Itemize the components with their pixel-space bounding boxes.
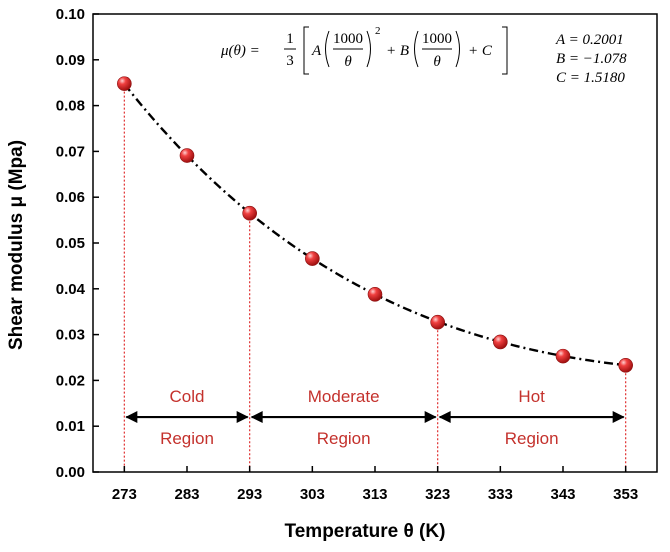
region-label-top: Cold (170, 387, 205, 406)
y-tick-label: 0.04 (56, 281, 86, 298)
data-point (367, 286, 383, 302)
x-tick-label: 333 (488, 486, 513, 503)
x-axis-title: Temperature θ (K) (285, 521, 446, 542)
fit-coefficients: A = 0.2001 B = −1.078 C = 1.5180 (555, 32, 627, 86)
region-label-bottom: Region (505, 429, 559, 448)
y-tick-label: 0.02 (56, 372, 85, 389)
x-tick-label: 283 (174, 486, 199, 503)
coefficient-c: C = 1.5180 (556, 70, 625, 86)
data-point (242, 205, 257, 221)
x-tick-label: 273 (112, 486, 137, 503)
region-arrow-head-left (125, 411, 138, 424)
data-point (305, 251, 320, 266)
y-tick-label: 0.07 (56, 143, 85, 160)
x-tick-label: 353 (613, 486, 638, 503)
equation-theta-a: θ (344, 54, 352, 70)
fit-curve (123, 83, 626, 367)
data-points (117, 76, 633, 373)
y-tick-label: 0.00 (56, 464, 85, 481)
y-tick-label: 0.05 (56, 235, 85, 252)
y-axis-title: Shear modulus μ (Mpa) (6, 140, 27, 350)
region-label-bottom: Region (160, 429, 214, 448)
data-point (179, 148, 195, 163)
region-arrow-head-right (424, 411, 437, 424)
region-annotations: Cold Region Moderate Region Hot Region (125, 387, 625, 448)
data-point (493, 334, 508, 350)
data-point (430, 314, 445, 330)
y-tick-label: 0.03 (56, 327, 85, 344)
data-point (555, 348, 571, 364)
region-label-top: Hot (518, 387, 545, 406)
equation-1000-b: 1000 (422, 31, 452, 47)
y-tick-label: 0.10 (56, 6, 85, 23)
region-arrow-head-left (438, 411, 451, 424)
equation-1000-a: 1000 (333, 31, 363, 47)
equation-square: 2 (375, 25, 381, 37)
equation-paren-2-right (455, 30, 460, 68)
equation-term-b: + B (386, 43, 409, 59)
data-point (117, 76, 132, 91)
equation-paren-1-right (366, 30, 371, 68)
region-arrow-head-right (236, 411, 249, 424)
region-arrow-head-right (612, 411, 625, 424)
equation-term-c: + C (468, 43, 493, 59)
equation-paren-1-left (325, 30, 330, 68)
x-tick-label: 303 (300, 486, 325, 503)
y-tick-label: 0.09 (56, 52, 85, 69)
equation-right-bracket (502, 26, 508, 75)
y-tick-label: 0.08 (56, 98, 85, 115)
fit-equation: μ(θ) = 1 3 A 1000 θ 2 + B 1000 θ + C (220, 25, 508, 75)
equation-fraction-numerator: 1 (286, 31, 294, 47)
equation-lhs: μ(θ) = (220, 43, 260, 59)
y-tick-label: 0.06 (56, 189, 85, 206)
equation-term-a: A (311, 43, 322, 59)
x-tick-label: 293 (237, 486, 262, 503)
region-arrow-head-left (250, 411, 263, 424)
equation-paren-2-left (414, 30, 419, 68)
axis-ticks: 0.00 0.01 0.02 0.03 0.04 0.05 0.06 0.07 0.08 0.09… (56, 6, 638, 503)
x-tick-label: 313 (362, 486, 387, 503)
fit-curve-layer (123, 83, 626, 367)
equation-fraction-denominator: 3 (286, 53, 294, 69)
data-point (618, 357, 633, 373)
region-label-top: Moderate (308, 387, 380, 406)
x-tick-label: 343 (550, 486, 575, 503)
equation-left-bracket (303, 26, 309, 75)
coefficient-a: A = 0.2001 (555, 32, 624, 48)
region-label-bottom: Region (317, 429, 371, 448)
x-tick-label: 323 (425, 486, 450, 503)
y-tick-label: 0.01 (56, 418, 85, 435)
equation-theta-b: θ (433, 54, 441, 70)
coefficient-b: B = −1.078 (556, 51, 627, 67)
vertical-guides (123, 83, 627, 472)
